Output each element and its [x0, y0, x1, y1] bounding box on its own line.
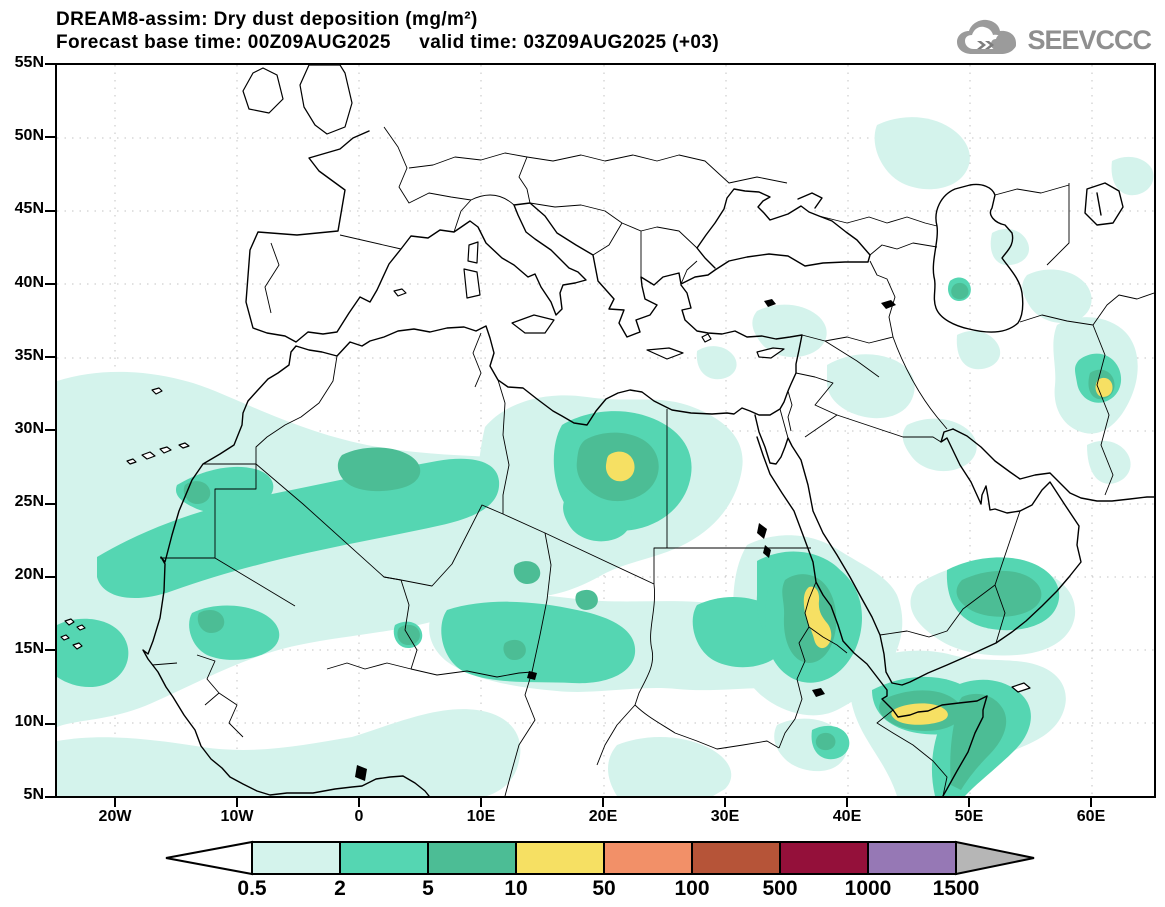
colorbar-label: 1000: [844, 877, 892, 900]
colorbar-label: 5: [422, 877, 434, 900]
lat-label: 45N: [14, 200, 44, 218]
lon-label: 20E: [588, 808, 618, 825]
map-canvas: [55, 63, 1156, 798]
country-borders: [151, 126, 1154, 796]
colorbar-label: 50: [592, 877, 616, 900]
page-subtitle: Forecast base time: 00Z09AUG2025 valid t…: [56, 32, 720, 53]
lon-label: 50E: [954, 808, 984, 825]
colorbar-label: 10: [504, 877, 528, 900]
colorbar-segment: [603, 841, 693, 875]
lat-label: 35N: [14, 346, 44, 364]
colorbar-underflow-arrow: [165, 840, 253, 876]
colorbar-label: 100: [674, 877, 710, 900]
header: DREAM8-assim: Dry dust deposition (mg/m²…: [56, 8, 719, 54]
lat-label: 10N: [14, 712, 44, 730]
colorbar-label: 0.5: [237, 877, 267, 900]
lon-label: 40E: [832, 808, 862, 825]
cloud-logo-icon: [953, 16, 1021, 65]
colorbar-label: 2: [334, 877, 346, 900]
latitude-axis: 55N 50N 45N 40N 35N 30N 25N 20N 15N 10N …: [2, 54, 44, 804]
colorbar-scale: [165, 840, 1035, 876]
lat-label: 50N: [14, 127, 44, 145]
map-plot: [57, 65, 1154, 796]
colorbar-segment: [427, 841, 517, 875]
colorbar-legend: 0.5 2 5 10 50 100 500 1000 1500: [160, 840, 1040, 905]
lakes: [355, 299, 896, 781]
lon-label: 0: [354, 808, 364, 825]
lat-label: 15N: [14, 639, 44, 657]
seevccc-logo: SEEVCCC: [953, 16, 1152, 65]
page-title: DREAM8-assim: Dry dust deposition (mg/m²…: [56, 9, 478, 30]
colorbar-label: 500: [762, 877, 798, 900]
lat-label: 55N: [14, 54, 44, 71]
lon-label: 10E: [466, 808, 496, 825]
lat-label: 30N: [14, 419, 44, 437]
lat-label: 25N: [14, 493, 44, 511]
lon-label: 60E: [1076, 808, 1106, 825]
latitude-ticks: [45, 63, 55, 798]
colorbar-segment: [691, 841, 781, 875]
colorbar-label: 1500: [932, 877, 980, 900]
islands: [60, 65, 1031, 693]
logo-text: SEEVCCC: [1027, 25, 1152, 55]
colorbar-segment: [339, 841, 429, 875]
colorbar-segment: [515, 841, 605, 875]
lon-label: 10W: [220, 808, 254, 825]
colorbar-overflow-arrow: [955, 840, 1035, 876]
colorbar-segment: [251, 841, 341, 875]
lat-label: 20N: [14, 566, 44, 584]
lat-label: 40N: [14, 273, 44, 291]
longitude-ticks: [114, 798, 1092, 807]
colorbar-segment: [779, 841, 869, 875]
lon-label: 30E: [710, 808, 740, 825]
colorbar-segment: [867, 841, 957, 875]
longitude-axis: 20W 10W 0 10E 20E 30E 40E 50E 60E: [87, 808, 1119, 826]
coastlines: [142, 130, 1154, 796]
lon-label: 20W: [98, 808, 132, 825]
lat-label: 5N: [23, 785, 44, 803]
